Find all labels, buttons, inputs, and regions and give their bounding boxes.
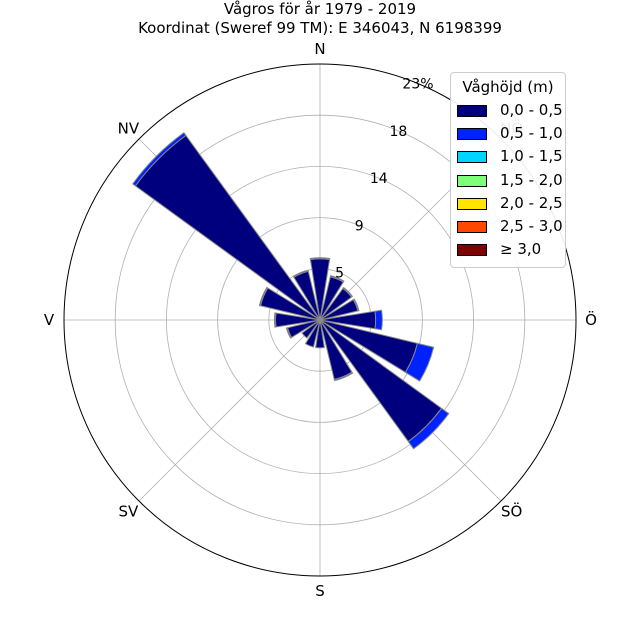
- legend-item: 1,0 - 1,5: [451, 146, 565, 169]
- windrose-bar: [407, 407, 450, 450]
- grid-ring: [165, 165, 475, 475]
- direction-label: S: [315, 582, 325, 600]
- grid-spoke: [138, 319, 321, 502]
- legend-swatch: [457, 105, 487, 117]
- legend-label: 2,0 - 2,5: [500, 193, 563, 212]
- legend-item: 2,0 - 2,5: [451, 193, 565, 216]
- radial-tick-label: 5: [335, 266, 344, 282]
- windrose-bar: [342, 286, 354, 298]
- windrose-bar: [134, 134, 321, 321]
- windrose-bar: [374, 309, 383, 331]
- direction-label: N: [314, 40, 325, 58]
- legend-swatch: [457, 197, 487, 210]
- windrose-bar: [315, 319, 325, 349]
- windrose-bar: [304, 319, 321, 348]
- radial-tick-label: 9: [355, 218, 364, 234]
- windrose-bar: [273, 312, 277, 328]
- legend-item: 1,5 - 2,0: [451, 170, 565, 193]
- windrose-bar: [292, 269, 309, 278]
- direction-label: Ö: [585, 310, 597, 329]
- axis-labels: NNVVSVSSÖÖNÖ59141823%: [44, 40, 597, 600]
- direction-label: SÖ: [501, 502, 522, 521]
- legend-swatch: [457, 244, 487, 257]
- windrose-bar: [285, 327, 293, 339]
- windrose-bar: [132, 132, 187, 187]
- legend-item: 2,5 - 3,0: [451, 216, 565, 239]
- radial-tick-label: 14: [370, 171, 388, 187]
- legend-swatch: [457, 151, 487, 164]
- legend-label: ≥ 3,0: [500, 240, 542, 259]
- legend-item: 0,0 - 0,5: [451, 100, 565, 123]
- legend-item: 0,5 - 1,0: [451, 123, 565, 146]
- legend-swatch: [457, 174, 487, 187]
- windrose-bar: [333, 371, 354, 382]
- legend-label: 0,0 - 0,5: [500, 101, 563, 119]
- legend: Våghöjd (m) 0,0 - 0,5 0,5 - 1,0 1,0 - 1,5 1…: [450, 72, 566, 268]
- chart-subtitle: Koordinat (Sweref 99 TM): E 346043, N 61…: [138, 19, 502, 37]
- legend-label: 2,5 - 3,0: [500, 216, 563, 235]
- chart-title: Vågros för år 1979 - 2019: [223, 0, 417, 18]
- windrose-bar: [352, 298, 360, 312]
- legend-label: 1,5 - 2,0: [500, 170, 563, 189]
- grid-ring: [114, 114, 526, 526]
- windrose-bar: [301, 319, 321, 339]
- legend-items: 0,0 - 0,5 0,5 - 1,0 1,0 - 1,5 1,5 - 2,0 2,0 …: [451, 100, 565, 262]
- direction-label: SV: [118, 503, 139, 521]
- windrose-bar: [258, 286, 269, 307]
- polar-frame: [63, 63, 577, 577]
- legend-title: Våghöjd (m): [462, 78, 554, 96]
- direction-label: NV: [118, 119, 140, 137]
- windrose-bar: [329, 275, 345, 283]
- legend-item: ≥ 3,0: [451, 239, 565, 262]
- radial-tick-label: 18: [389, 124, 407, 140]
- legend-label: 0,5 - 1,0: [500, 124, 563, 143]
- direction-label: V: [44, 311, 55, 329]
- legend-swatch: [457, 220, 487, 233]
- windrose-bar: [404, 342, 435, 382]
- legend-swatch: [457, 128, 487, 141]
- windrose-bars: [132, 132, 450, 450]
- legend-label: 1,0 - 1,5: [500, 147, 563, 166]
- grid-ring: [217, 217, 423, 423]
- windrose-bar: [309, 257, 331, 261]
- radial-tick-label: 23%: [402, 76, 433, 92]
